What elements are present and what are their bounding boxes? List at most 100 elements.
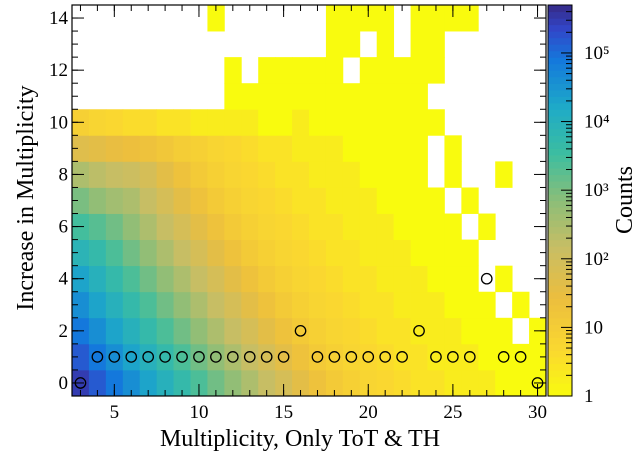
colorbar-tick-label: 1: [584, 386, 594, 407]
colorbar-segment: [548, 5, 572, 13]
axis-ticks: 5 10 15 20 25 30 0 2 4 6 8 10 12 14: [49, 4, 547, 423]
colorbar-segment: [548, 83, 572, 91]
colorbar-segment: [548, 148, 572, 156]
heatmap-cell: [88, 187, 107, 214]
heatmap-cell: [224, 291, 242, 319]
heatmap-cell: [495, 265, 513, 293]
heatmap-cell: [156, 213, 174, 240]
heatmap-cell: [139, 213, 158, 240]
heatmap-cell: [224, 109, 242, 136]
heatmap-cell: [444, 265, 462, 293]
heatmap-cell: [139, 265, 158, 293]
colorbar-segment: [548, 37, 572, 45]
heatmap-cell: [190, 343, 208, 371]
colorbar-segment: [548, 220, 572, 228]
heatmap-cell: [173, 239, 191, 267]
heatmap-cell: [444, 5, 462, 32]
heatmap-cell: [461, 187, 479, 214]
heatmap-cell: [241, 83, 259, 110]
heatmap-cell: [292, 343, 310, 371]
heatmap-cell: [309, 135, 327, 162]
marker-circle: [193, 351, 205, 363]
heatmap-cell: [495, 343, 513, 371]
heatmap-cell: [258, 317, 276, 345]
heatmap-cell: [325, 343, 344, 371]
heatmap-cell: [342, 265, 361, 293]
heatmap-cell: [88, 135, 107, 162]
heatmap-cell: [427, 265, 445, 293]
marker-circle: [514, 351, 527, 363]
heatmap-cell: [478, 369, 496, 397]
heatmap-cell: [309, 343, 327, 371]
heatmap-cell: [105, 161, 124, 188]
heatmap-cell: [207, 213, 225, 240]
heatmap-cell: [173, 369, 191, 397]
heatmap-cell: [190, 109, 208, 136]
heatmap-cell: [258, 369, 276, 397]
heatmap-cell: [461, 5, 479, 32]
heatmap-cell: [156, 239, 174, 267]
marker-circle: [159, 351, 171, 363]
heatmap-cell: [410, 317, 428, 345]
heatmap-cell: [461, 265, 479, 293]
heatmap-cell: [309, 213, 327, 240]
heatmap-cell: [292, 135, 310, 162]
heatmap-cell: [325, 187, 344, 214]
heatmap-cell: [190, 135, 208, 162]
heatmap-cell: [410, 83, 428, 110]
marker-circle: [447, 351, 459, 363]
colorbar-segment: [548, 63, 572, 71]
colorbar-segment: [548, 376, 572, 384]
heatmap-cell: [376, 239, 395, 267]
heatmap-cell: [292, 317, 310, 345]
colorbar-segment: [548, 246, 572, 254]
colorbar-segment: [548, 298, 572, 306]
heatmap-cell: [427, 343, 445, 371]
colorbar-segment: [548, 44, 572, 52]
heatmap-cell: [207, 317, 225, 345]
colorbar-segment: [548, 285, 572, 293]
heatmap-cell: [173, 343, 191, 371]
heatmap-cell: [342, 109, 361, 136]
heatmap-cell: [359, 213, 378, 240]
colorbar-segment: [548, 226, 572, 234]
heatmap-cell: [393, 317, 411, 345]
colorbar-segment: [548, 24, 572, 32]
colorbar-segment: [548, 291, 572, 299]
heatmap-cell: [410, 109, 428, 136]
heatmap-cell: [495, 369, 513, 397]
colorbar-segment: [548, 109, 572, 117]
colorbar-segment: [548, 343, 572, 351]
heatmap-cell: [376, 5, 395, 32]
heatmap-cell: [190, 239, 208, 267]
colorbar-tick-label: 10²: [584, 249, 609, 270]
y-tick-label: 2: [59, 321, 69, 342]
heatmap-cell: [173, 213, 191, 240]
heatmap-cell: [105, 187, 124, 214]
colorbar-segment: [548, 330, 572, 338]
heatmap-cell: [156, 369, 174, 397]
heatmap-cell: [427, 31, 445, 58]
colorbar-segment: [548, 389, 572, 397]
x-tick-label: 25: [443, 402, 462, 423]
heatmap-cell: [376, 213, 395, 240]
colorbar-segment: [548, 265, 572, 273]
heatmap-cell: [444, 239, 462, 267]
heatmap-cell: [309, 239, 327, 267]
heatmap-cell: [376, 187, 395, 214]
colorbar-segment: [548, 102, 572, 110]
heatmap-cell: [325, 369, 344, 397]
colorbar-segment: [548, 187, 572, 195]
heatmap-cell: [461, 369, 479, 397]
heatmap-cell: [359, 317, 378, 345]
heatmap-cell: [156, 161, 174, 188]
heatmap-cell: [156, 187, 174, 214]
heatmap-cell: [105, 343, 124, 371]
heatmap-cell: [224, 343, 242, 371]
heatmap-cell: [241, 135, 259, 162]
heatmap-cell: [224, 57, 242, 84]
marker-circle: [277, 351, 290, 363]
colorbar-segment: [548, 382, 572, 391]
x-tick-label: 15: [274, 402, 293, 423]
heatmap-cell: [122, 187, 141, 214]
